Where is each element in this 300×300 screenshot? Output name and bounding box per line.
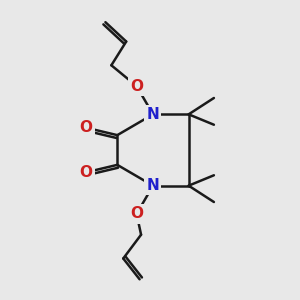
Text: N: N [147,107,159,122]
Text: O: O [80,165,93,180]
Text: O: O [80,120,93,135]
Text: N: N [147,178,159,193]
Text: O: O [130,79,143,94]
Text: O: O [130,206,143,221]
